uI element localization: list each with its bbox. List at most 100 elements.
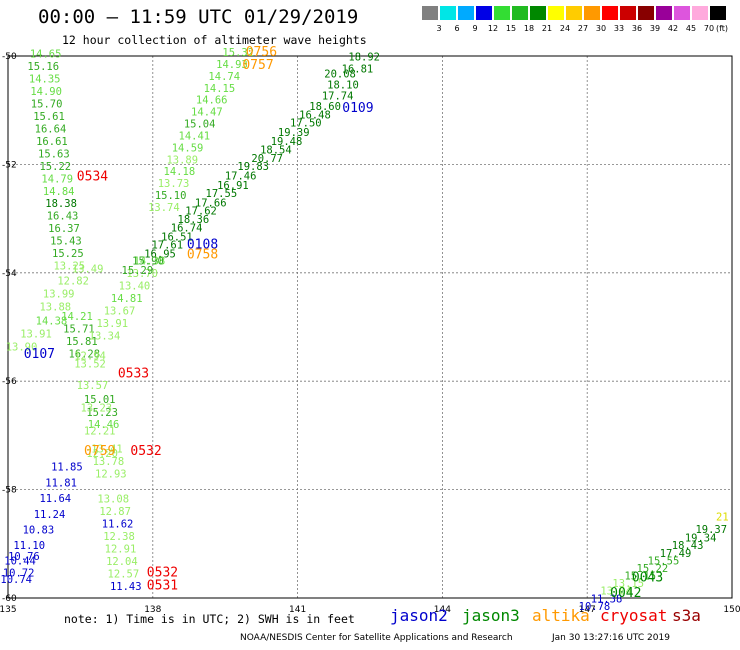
wave-height-label: 13.74 — [148, 202, 180, 214]
wave-height-label: 11.81 — [45, 477, 77, 489]
wave-height-label: 14.35 — [29, 74, 61, 86]
wave-height-label: 17.46 — [225, 171, 257, 183]
scale-swatch — [458, 6, 474, 20]
wave-height-label: 16.51 — [161, 231, 193, 243]
scale-swatch — [476, 6, 492, 20]
wave-height-label: 14.15 — [204, 83, 236, 95]
wave-height-label: 15.01 — [84, 394, 116, 406]
wave-height-label: 21 — [716, 511, 729, 523]
pass-time-label: 0532 — [130, 444, 161, 459]
lon-tick-label: 141 — [289, 605, 306, 615]
wave-height-label: 13.08 — [97, 494, 129, 506]
wave-height-label: 15.23 — [86, 407, 118, 419]
wave-height-label: 16.81 — [342, 63, 374, 75]
pass-time-label: 0108 — [187, 237, 218, 252]
wave-height-label: 13.34 — [89, 330, 121, 342]
scale-label: 3 — [436, 24, 442, 33]
wave-height-label: 12.20 — [86, 448, 118, 460]
pass-time-label: 0531 — [147, 578, 178, 593]
lat-tick-label: -54 — [2, 269, 17, 279]
scale-label: 30 — [595, 24, 607, 33]
pass-time-label: 0757 — [242, 58, 273, 73]
wave-height-label: 15.55 — [648, 555, 680, 567]
pass-time-label: 0043 — [632, 571, 663, 586]
wave-height-label: 11.64 — [39, 493, 71, 505]
wave-height-label: 15.90 — [132, 256, 164, 268]
wave-height-label: 16.74 — [171, 223, 203, 235]
satellite-name: jason2 — [390, 606, 448, 625]
map-frame — [7, 55, 733, 599]
scale-swatch — [584, 6, 600, 20]
wave-height-label: 15.04 — [184, 119, 216, 131]
wave-height-label: 13.57 — [77, 380, 109, 392]
wave-height-label: 13.67 — [104, 306, 136, 318]
wave-height-label: 14.81 — [111, 293, 143, 305]
scale-swatch — [512, 6, 528, 20]
wave-height-label: 20.08 — [324, 69, 356, 81]
wave-height-label: 13.73 — [158, 178, 190, 190]
wave-height-label: 16.61 — [36, 136, 68, 148]
wave-height-label: 13.15 — [612, 578, 644, 590]
wave-height-label: 17.61 — [151, 239, 183, 251]
wave-height-label: 13.91 — [20, 328, 52, 340]
wave-height-label: 13.52 — [74, 359, 106, 371]
map-grid — [8, 56, 732, 598]
wave-height-label: 19.83 — [237, 161, 269, 173]
satellite-name: cryosat — [600, 606, 668, 625]
wave-height-label: 10.83 — [23, 525, 55, 537]
wave-height-label: 14.65 — [30, 49, 62, 61]
wave-height-label: 18.60 — [309, 101, 341, 113]
lat-tick-label: -58 — [2, 486, 17, 496]
wave-height-label: 11.24 — [34, 509, 66, 521]
scale-label: 70 — [703, 24, 715, 33]
pass-time-label: 0109 — [342, 101, 373, 116]
wave-height-label: 14.93 — [216, 59, 248, 71]
scale-label: 36 — [631, 24, 643, 33]
scale-unit: (ft) — [715, 24, 729, 33]
wave-height-label: 10.78 — [579, 601, 611, 613]
pass-time-label: 0756 — [246, 45, 277, 60]
wave-height-label: 13.23 — [81, 403, 113, 415]
wave-height-label: 16.64 — [35, 123, 67, 135]
lat-tick-label: -50 — [2, 52, 17, 62]
wave-height-label: 13.78 — [93, 456, 125, 468]
wave-height-label: 11.85 — [51, 462, 83, 474]
wave-height-label: 13.40 — [119, 281, 151, 293]
map-border — [7, 55, 733, 599]
wave-height-label: 12.57 — [108, 568, 140, 580]
wave-height-label: 16.48 — [299, 109, 331, 121]
wave-height-label: 19.37 — [695, 524, 727, 536]
scale-swatch — [422, 6, 438, 20]
scale-swatch — [494, 6, 510, 20]
wave-height-label: 18.10 — [327, 80, 359, 92]
wave-height-label: 18.54 — [260, 145, 292, 157]
wave-height-label: 13.41 — [91, 444, 123, 456]
pass-time-label: 0758 — [187, 248, 218, 263]
scale-label: 9 — [472, 24, 478, 33]
scale-swatch — [656, 6, 672, 20]
wave-height-label: 10.72 — [3, 567, 35, 579]
pass-time-label: 0533 — [118, 366, 149, 381]
wave-height-label: 14.79 — [41, 173, 73, 185]
wave-height-label: 15.81 — [66, 336, 98, 348]
wave-height-label: 17.49 — [660, 548, 692, 560]
wave-height-label: 17.66 — [195, 198, 227, 210]
footer-note: note: 1) Time is in UTC; 2) SWH is in fe… — [64, 612, 355, 626]
wave-height-label: 14.90 — [30, 86, 62, 98]
wave-height-label: 13.90 — [6, 341, 38, 353]
scale-label: 12 — [487, 24, 499, 33]
wave-height-label: 10.44 — [4, 555, 36, 567]
lon-tick-label: 144 — [434, 605, 451, 615]
wave-height-label: 11.10 — [13, 540, 45, 552]
wave-height-label: 14.38 — [36, 315, 68, 327]
scale-label: 18 — [523, 24, 535, 33]
scale-swatch — [548, 6, 564, 20]
page-subtitle: 12 hour collection of altimeter wave hei… — [62, 33, 367, 47]
wave-height-label: 15.70 — [31, 98, 63, 110]
wave-height-label: 11.38 — [591, 593, 623, 605]
satellite-name: altika — [532, 606, 590, 625]
wave-height-label: 13.49 — [72, 263, 104, 275]
wave-height-label: 13.88 — [39, 302, 71, 314]
